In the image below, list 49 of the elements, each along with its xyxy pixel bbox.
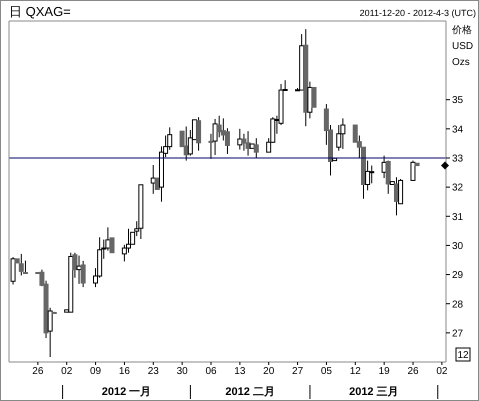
chart-title: 日 QXAG=: [9, 4, 71, 19]
candlestick: [154, 178, 160, 190]
text: 12: [457, 350, 469, 361]
candlestick: [216, 115, 222, 138]
y-tick-label: 30: [452, 240, 464, 252]
candlestick: [212, 118, 218, 156]
x-tick-label: 20: [263, 366, 275, 378]
x-tick-label: 30: [176, 366, 188, 378]
x-tick-label: 26: [32, 366, 44, 378]
x-tick-label: 27: [292, 366, 304, 378]
x-tick-label: 09: [90, 366, 102, 378]
text: 2012 二月: [225, 386, 275, 398]
x-tick-label: 12: [350, 366, 362, 378]
x-tick-label: 19: [378, 366, 390, 378]
y-tick-label: 35: [452, 95, 464, 106]
candlestick: [150, 164, 156, 194]
candlestick: [410, 160, 416, 181]
x-tick-label: 23: [148, 366, 160, 378]
x-tick-label: 02: [436, 366, 448, 378]
y-tick-label: 34: [452, 124, 464, 136]
x-tick-label: 05: [320, 366, 332, 378]
text: 2012 一月: [102, 386, 152, 398]
candlestick: [369, 165, 374, 184]
candlestick: [365, 160, 370, 191]
y-tick-label: 33: [452, 154, 464, 165]
y-tick-label: 31: [452, 212, 464, 223]
candlestick: [18, 253, 24, 276]
text: 2012 三月: [349, 386, 399, 398]
x-tick-label: 06: [205, 366, 218, 378]
x-tick-label: 02: [61, 366, 73, 378]
candlestick: [241, 133, 246, 152]
candlestick: [237, 128, 242, 150]
y-axis-title: 价格 USD Ozs: [451, 24, 474, 68]
candlestick: [48, 307, 53, 358]
candlestick: [110, 237, 115, 254]
y-tick-label: 29: [452, 270, 464, 282]
candlestick: [184, 126, 189, 162]
candlestick: [312, 86, 317, 108]
x-tick-label: 26: [407, 366, 420, 378]
candlestick: [10, 256, 16, 285]
y-tick-label: 28: [452, 299, 464, 310]
candlestick: [254, 138, 259, 159]
candlestick: [196, 116, 202, 152]
x-tick-label: 16: [118, 366, 130, 378]
y-tick-label: 32: [452, 182, 464, 194]
candlestick: [340, 118, 346, 150]
chart-subtitle: 2011-12-20 - 2012-4-3 (UTC): [360, 8, 476, 18]
y-tick-label: 27: [452, 328, 464, 340]
x-tick-label: 13: [234, 366, 246, 378]
